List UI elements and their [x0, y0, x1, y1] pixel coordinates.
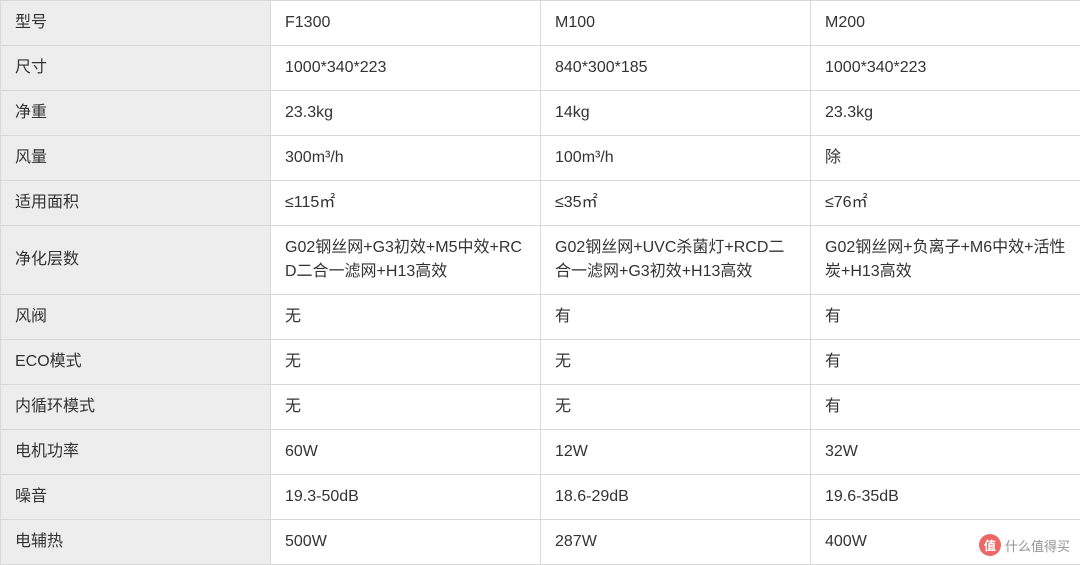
row-label: 噪音: [1, 475, 271, 520]
row-label: ECO模式: [1, 340, 271, 385]
row-label: 适用面积: [1, 181, 271, 226]
row-cell: 有: [541, 295, 811, 340]
watermark: 值 什么值得买: [979, 534, 1070, 556]
row-cell: 14kg: [541, 91, 811, 136]
row-cell: 287W: [541, 520, 811, 565]
table-row: 风阀 无 有 有: [1, 295, 1080, 340]
row-cell: ≤115㎡: [271, 181, 541, 226]
row-cell: 18.6-29dB: [541, 475, 811, 520]
row-label: 尺寸: [1, 46, 271, 91]
row-cell: 有: [811, 340, 1080, 385]
row-label: 电机功率: [1, 430, 271, 475]
table-header-row: 型号 F1300 M100 M200: [1, 1, 1080, 46]
row-cell: ≤35㎡: [541, 181, 811, 226]
spec-table-container: 型号 F1300 M100 M200 尺寸 1000*340*223 840*3…: [0, 0, 1080, 565]
table-row: 风量 300m³/h 100m³/h 除: [1, 136, 1080, 181]
table-row: 净重 23.3kg 14kg 23.3kg: [1, 91, 1080, 136]
row-label: 净重: [1, 91, 271, 136]
table-row: 内循环模式 无 无 有: [1, 385, 1080, 430]
spec-table: 型号 F1300 M100 M200 尺寸 1000*340*223 840*3…: [0, 0, 1080, 565]
row-cell: G02钢丝网+负离子+M6中效+活性炭+H13高效: [811, 226, 1080, 295]
watermark-badge-text: 值: [984, 537, 996, 554]
row-cell: 除: [811, 136, 1080, 181]
row-cell: ≤76㎡: [811, 181, 1080, 226]
watermark-text: 什么值得买: [1005, 536, 1070, 555]
table-row: 噪音 19.3-50dB 18.6-29dB 19.6-35dB: [1, 475, 1080, 520]
row-cell: G02钢丝网+UVC杀菌灯+RCD二合一滤网+G3初效+H13高效: [541, 226, 811, 295]
row-cell: 无: [541, 340, 811, 385]
table-row: 净化层数 G02钢丝网+G3初效+M5中效+RCD二合一滤网+H13高效 G02…: [1, 226, 1080, 295]
row-cell: 有: [811, 295, 1080, 340]
table-row: 电辅热 500W 287W 400W: [1, 520, 1080, 565]
header-col-2: M100: [541, 1, 811, 46]
row-cell: 1000*340*223: [271, 46, 541, 91]
row-cell: 12W: [541, 430, 811, 475]
row-cell: 32W: [811, 430, 1080, 475]
row-label: 风阀: [1, 295, 271, 340]
row-cell: 1000*340*223: [811, 46, 1080, 91]
row-label: 净化层数: [1, 226, 271, 295]
row-cell: 19.6-35dB: [811, 475, 1080, 520]
row-cell: 840*300*185: [541, 46, 811, 91]
row-cell: 有: [811, 385, 1080, 430]
watermark-badge-icon: 值: [979, 534, 1001, 556]
row-cell: 23.3kg: [271, 91, 541, 136]
row-label: 电辅热: [1, 520, 271, 565]
row-cell: 无: [271, 295, 541, 340]
table-row: 适用面积 ≤115㎡ ≤35㎡ ≤76㎡: [1, 181, 1080, 226]
row-cell: 无: [541, 385, 811, 430]
row-label: 内循环模式: [1, 385, 271, 430]
row-cell: 19.3-50dB: [271, 475, 541, 520]
header-col-1: F1300: [271, 1, 541, 46]
row-cell: 300m³/h: [271, 136, 541, 181]
header-label: 型号: [1, 1, 271, 46]
row-cell: 500W: [271, 520, 541, 565]
row-cell: 无: [271, 385, 541, 430]
row-cell: 23.3kg: [811, 91, 1080, 136]
row-cell: G02钢丝网+G3初效+M5中效+RCD二合一滤网+H13高效: [271, 226, 541, 295]
row-label: 风量: [1, 136, 271, 181]
table-row: ECO模式 无 无 有: [1, 340, 1080, 385]
row-cell: 60W: [271, 430, 541, 475]
spec-table-body: 型号 F1300 M100 M200 尺寸 1000*340*223 840*3…: [1, 1, 1080, 565]
row-cell: 100m³/h: [541, 136, 811, 181]
table-row: 电机功率 60W 12W 32W: [1, 430, 1080, 475]
table-row: 尺寸 1000*340*223 840*300*185 1000*340*223: [1, 46, 1080, 91]
row-cell: 无: [271, 340, 541, 385]
header-col-3: M200: [811, 1, 1080, 46]
